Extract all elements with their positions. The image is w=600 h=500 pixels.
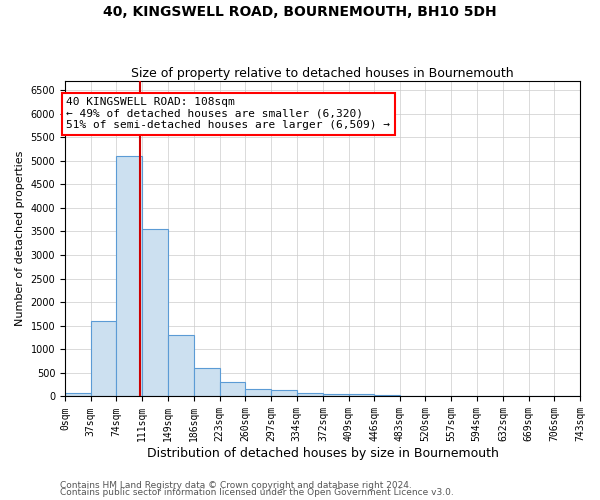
Text: Contains HM Land Registry data © Crown copyright and database right 2024.: Contains HM Land Registry data © Crown c… — [60, 480, 412, 490]
Bar — [323, 394, 349, 396]
Bar — [168, 335, 194, 396]
Text: 40 KINGSWELL ROAD: 108sqm
← 49% of detached houses are smaller (6,320)
51% of se: 40 KINGSWELL ROAD: 108sqm ← 49% of detac… — [67, 97, 391, 130]
X-axis label: Distribution of detached houses by size in Bournemouth: Distribution of detached houses by size … — [146, 447, 499, 460]
Bar — [374, 395, 400, 396]
Bar — [194, 368, 220, 396]
Y-axis label: Number of detached properties: Number of detached properties — [15, 151, 25, 326]
Bar — [65, 393, 91, 396]
Text: Contains public sector information licensed under the Open Government Licence v3: Contains public sector information licen… — [60, 488, 454, 497]
Bar — [271, 390, 296, 396]
Bar — [91, 321, 116, 396]
Text: 40, KINGSWELL ROAD, BOURNEMOUTH, BH10 5DH: 40, KINGSWELL ROAD, BOURNEMOUTH, BH10 5D… — [103, 5, 497, 19]
Bar — [349, 394, 374, 396]
Title: Size of property relative to detached houses in Bournemouth: Size of property relative to detached ho… — [131, 66, 514, 80]
Bar — [296, 393, 323, 396]
Bar — [220, 382, 245, 396]
Bar — [116, 156, 142, 396]
Bar — [245, 390, 271, 396]
Bar — [142, 229, 168, 396]
